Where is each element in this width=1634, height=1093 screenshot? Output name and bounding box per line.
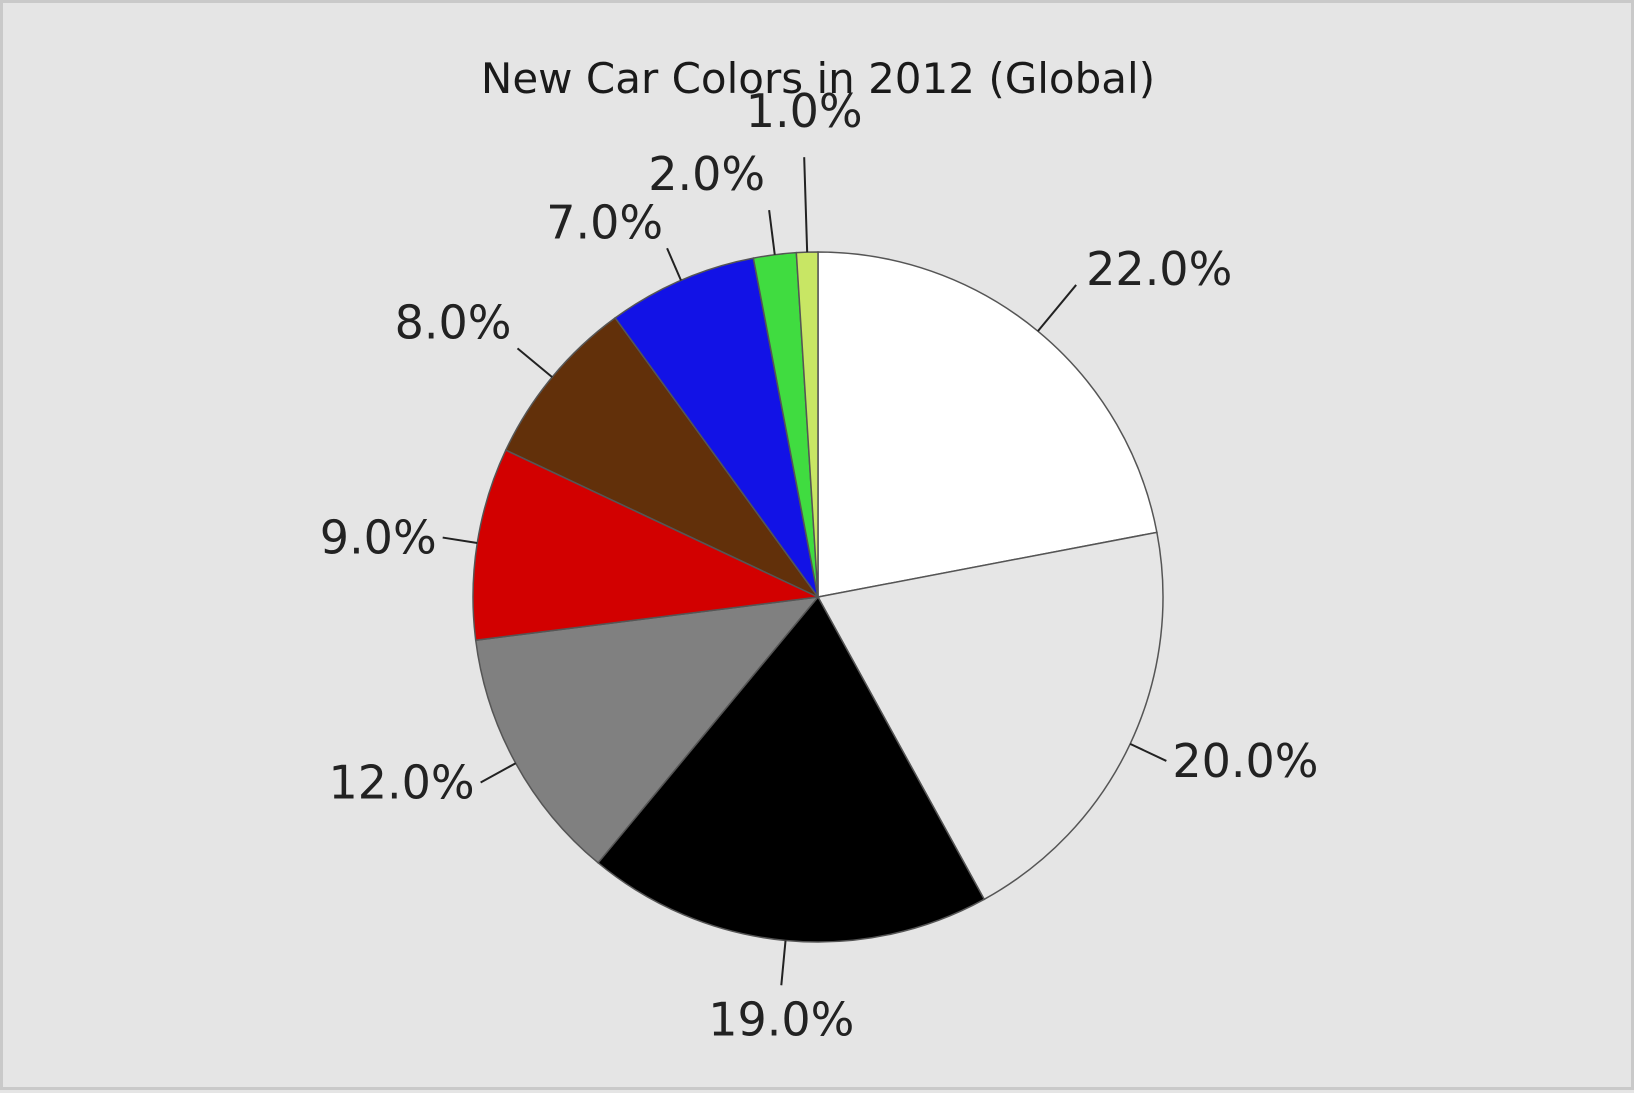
- slice-label-8: 2.0%: [648, 147, 765, 201]
- pie-slice-9: [795, 251, 819, 598]
- pie-labels: 22.0% 20.0% 19.0% 12.0% 9.0% 8.0% 7.0%2.0% 1.0%: [320, 84, 1319, 1046]
- slice-label-3: 19.0%: [708, 992, 854, 1046]
- leader-line-8: [768, 209, 776, 255]
- leader-line-2: [1129, 742, 1167, 762]
- pie-chart: New Car Colors in 2012 (Global) 22.0% 20.…: [320, 54, 1319, 1046]
- slice-label-4: 12.0%: [328, 755, 474, 809]
- slice-label-7: 7.0%: [546, 195, 663, 249]
- slice-label-2: 20.0%: [1172, 734, 1318, 788]
- slice-label-1: 22.0%: [1086, 242, 1232, 296]
- pie-slice-4: [474, 596, 820, 864]
- leader-line-5: [442, 536, 478, 545]
- slice-label-9: 1.0%: [746, 84, 863, 138]
- chart-title: New Car Colors in 2012 (Global): [481, 54, 1155, 103]
- pie-slice-1: [817, 251, 1158, 598]
- leader-line-1: [1037, 284, 1077, 332]
- pie-slice-5: [472, 449, 821, 642]
- pie-slices: [472, 251, 1164, 943]
- leader-line-6: [516, 347, 553, 378]
- leader-line-9: [803, 157, 809, 253]
- slice-label-6: 8.0%: [395, 295, 512, 349]
- pie-slice-3: [597, 595, 986, 943]
- leader-line-3: [780, 940, 787, 986]
- leader-line-4: [480, 762, 517, 784]
- leader-line-7: [666, 247, 682, 281]
- pie-slice-6: [504, 316, 819, 598]
- pie-slice-2: [816, 531, 1164, 901]
- slice-label-5: 9.0%: [320, 511, 437, 565]
